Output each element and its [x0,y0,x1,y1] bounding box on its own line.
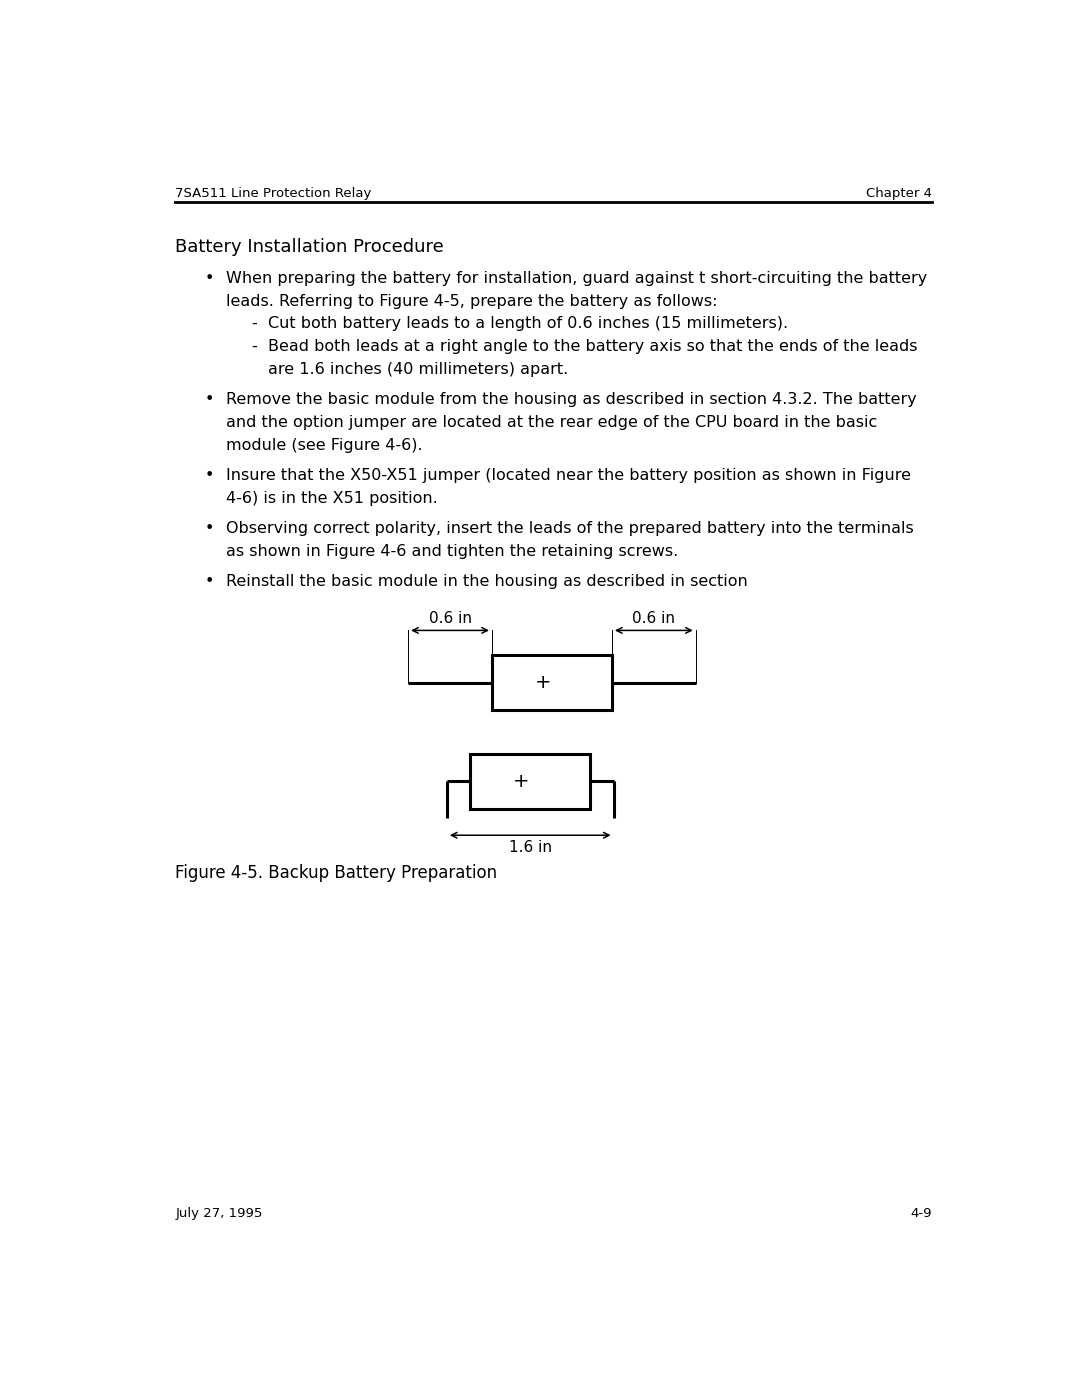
Text: 4-6) is in the X51 position.: 4-6) is in the X51 position. [227,490,438,506]
Text: +: + [535,673,551,693]
Bar [491,655,612,711]
Text: •: • [205,468,214,483]
Text: Insure that the X50-X51 jumper (located near the battery position as shown in Fi: Insure that the X50-X51 jumper (located … [227,468,912,483]
Text: Reinstall the basic module in the housing as described in section: Reinstall the basic module in the housin… [227,574,748,590]
Text: 7SA511 Line Protection Relay: 7SA511 Line Protection Relay [175,187,372,200]
Text: 1.6 in: 1.6 in [509,840,552,855]
Text: Cut both battery leads to a length of 0.6 inches (15 millimeters).: Cut both battery leads to a length of 0.… [268,316,788,331]
Text: 0.6 in: 0.6 in [429,610,472,626]
Text: •: • [205,271,214,286]
Text: July 27, 1995: July 27, 1995 [175,1207,262,1220]
Bar [470,753,591,809]
Text: 0.6 in: 0.6 in [633,610,675,626]
Text: as shown in Figure 4-6 and tighten the retaining screws.: as shown in Figure 4-6 and tighten the r… [227,543,678,559]
Text: and the option jumper are located at the rear edge of the CPU board in the basic: and the option jumper are located at the… [227,415,878,430]
Text: 4-9: 4-9 [910,1207,932,1220]
Text: •: • [205,521,214,536]
Text: module (see Figure 4-6).: module (see Figure 4-6). [227,437,423,453]
Text: are 1.6 inches (40 millimeters) apart.: are 1.6 inches (40 millimeters) apart. [268,362,568,377]
Text: leads. Referring to Figure 4-5, prepare the battery as follows:: leads. Referring to Figure 4-5, prepare … [227,293,718,309]
Text: Battery Installation Procedure: Battery Installation Procedure [175,239,444,257]
Text: -: - [252,316,257,331]
Text: When preparing the battery for installation, guard against t short-circuiting th: When preparing the battery for installat… [227,271,928,286]
Text: Figure 4-5. Backup Battery Preparation: Figure 4-5. Backup Battery Preparation [175,865,498,883]
Text: Remove the basic module from the housing as described in section 4.3.2. The batt: Remove the basic module from the housing… [227,393,917,407]
Text: Observing correct polarity, insert the leads of the prepared battery into the te: Observing correct polarity, insert the l… [227,521,914,536]
Text: +: + [513,771,529,791]
Text: •: • [205,393,214,407]
Text: Chapter 4: Chapter 4 [866,187,932,200]
Text: •: • [205,574,214,590]
Text: -: - [252,339,257,353]
Text: Bead both leads at a right angle to the battery axis so that the ends of the lea: Bead both leads at a right angle to the … [268,339,918,353]
